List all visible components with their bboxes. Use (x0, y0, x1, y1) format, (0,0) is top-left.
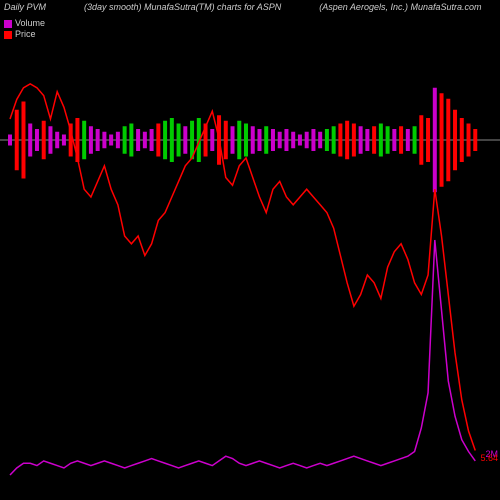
legend-volume: Volume (4, 18, 45, 29)
price-swatch (4, 31, 12, 39)
header-left: Daily PVM (4, 2, 46, 16)
volume-swatch (4, 20, 12, 28)
legend-volume-label: Volume (15, 18, 45, 29)
legend-price-label: Price (15, 29, 36, 40)
header-right: (Aspen Aerogels, Inc.) MunafaSutra.com (319, 2, 481, 16)
header-mid: (3day smooth) MunafaSutra(TM) charts for… (84, 2, 281, 16)
chart-header: Daily PVM (3day smooth) MunafaSutra(TM) … (0, 0, 500, 18)
price-end-label: 5.64 (480, 453, 498, 463)
price-volume-chart (0, 40, 500, 500)
legend: Volume Price (4, 18, 45, 40)
legend-price: Price (4, 29, 45, 40)
